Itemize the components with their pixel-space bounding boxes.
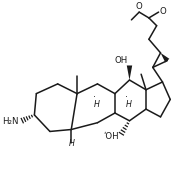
Text: H₂N: H₂N [2,117,19,126]
Polygon shape [127,65,132,80]
Text: OH: OH [114,56,128,65]
Text: H: H [68,139,74,148]
Text: H: H [125,100,131,109]
Polygon shape [161,53,169,62]
Text: H: H [94,100,100,109]
Text: ʹOH: ʹOH [103,132,119,141]
Text: O: O [136,2,143,11]
Text: O: O [159,7,166,16]
